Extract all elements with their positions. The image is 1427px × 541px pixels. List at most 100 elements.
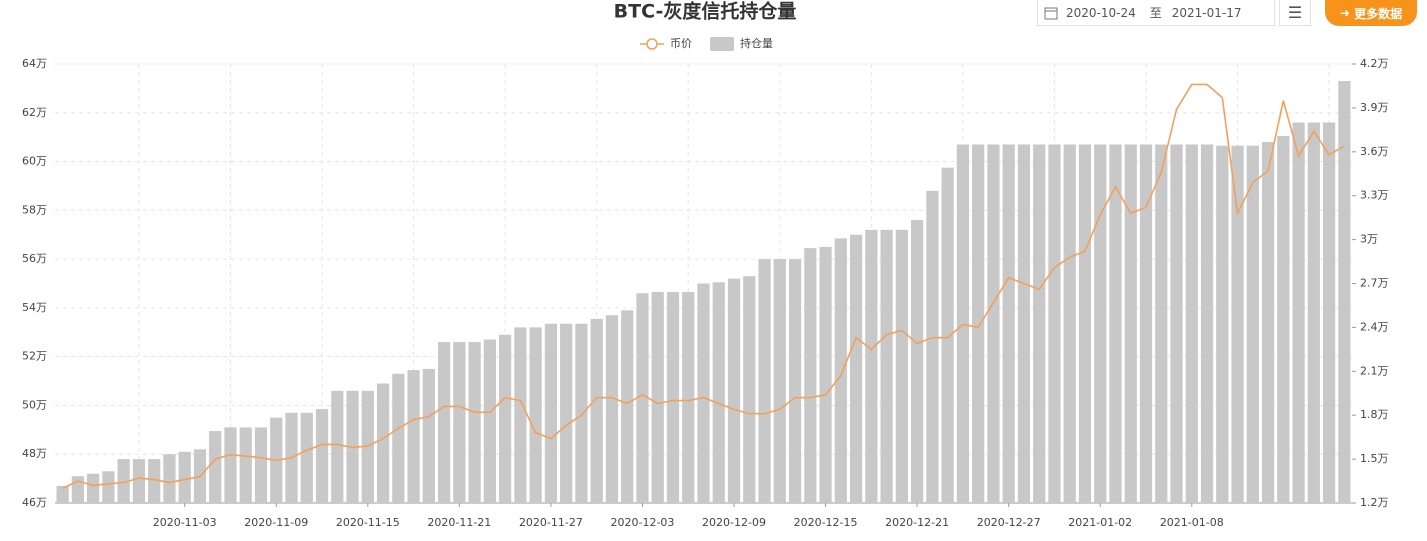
bar <box>758 259 771 503</box>
bar <box>361 390 374 503</box>
bar <box>880 229 893 503</box>
bar <box>422 368 435 503</box>
bar <box>1261 142 1275 504</box>
bar <box>71 476 84 503</box>
legend-label: 持仓量 <box>740 36 773 50</box>
bar <box>1200 144 1214 503</box>
y-tick-label: 62万 <box>22 106 47 119</box>
bar <box>300 412 313 503</box>
bar <box>636 293 649 503</box>
bar <box>1002 144 1015 503</box>
y2-tick-label: 3.3万 <box>1360 189 1389 202</box>
more-data-label[interactable]: 更多数据 <box>1354 6 1403 21</box>
bar <box>178 451 191 503</box>
bar <box>331 390 344 503</box>
bar <box>712 282 725 503</box>
end-date[interactable]: 2021-01-17 <box>1171 5 1242 20</box>
bar <box>148 459 161 503</box>
bar <box>1139 144 1153 503</box>
bar <box>666 292 680 503</box>
x-tick-label: 2020-12-21 <box>885 516 949 529</box>
y2-tick-label: 1.5万 <box>1360 452 1389 465</box>
bar <box>117 459 130 503</box>
bar <box>376 383 390 503</box>
bar <box>224 427 237 503</box>
bar <box>743 276 756 503</box>
y2-tick-label: 2.4万 <box>1360 320 1389 333</box>
bar <box>590 318 603 503</box>
y2-tick-label: 3万 <box>1360 233 1378 246</box>
bar <box>163 454 176 503</box>
more-data-button[interactable]: ➜ 更多数据 <box>1325 0 1417 26</box>
bar <box>682 292 695 503</box>
y-tick-label: 56万 <box>22 252 47 265</box>
bar <box>1155 144 1168 503</box>
y-tick-label: 50万 <box>22 398 47 411</box>
bar <box>651 292 664 503</box>
bar <box>788 259 802 503</box>
bar <box>849 234 863 503</box>
price-line <box>62 83 1345 490</box>
calendar-icon <box>1044 7 1058 19</box>
bar <box>1338 81 1351 504</box>
bar <box>1063 144 1076 503</box>
bar <box>315 409 329 503</box>
bar <box>605 315 619 503</box>
date-range[interactable]: 2020-10-24 至 2021-01-17 <box>1037 0 1275 26</box>
bar <box>453 342 466 503</box>
bar <box>87 473 100 503</box>
y-tick-label: 46万 <box>22 496 47 509</box>
bar <box>132 459 146 503</box>
bar <box>727 278 741 503</box>
menu-button[interactable]: ☰ <box>1279 0 1311 26</box>
bar <box>407 370 420 503</box>
bar <box>1216 145 1229 504</box>
x-tick-label: 2021-01-08 <box>1160 516 1224 529</box>
bar <box>1307 122 1320 504</box>
y-tick-label: 64万 <box>22 57 47 70</box>
y2-tick-label: 3.6万 <box>1360 145 1389 158</box>
bar <box>1048 144 1061 503</box>
x-tick-label: 2020-11-03 <box>153 516 217 529</box>
bar <box>1017 144 1031 503</box>
x-tick-label: 2020-11-27 <box>519 516 583 529</box>
bar <box>1323 122 1336 504</box>
x-tick-label: 2020-11-15 <box>336 516 400 529</box>
bar <box>895 229 908 503</box>
bar <box>575 323 588 503</box>
bar <box>865 229 878 503</box>
y-tick-label: 60万 <box>22 155 47 168</box>
bar <box>1185 144 1198 503</box>
x-tick-label: 2020-11-21 <box>427 516 491 529</box>
y-tick-label: 48万 <box>22 447 47 460</box>
bar <box>437 342 451 503</box>
y-tick-label: 58万 <box>22 203 47 216</box>
x-tick-label: 2021-01-02 <box>1068 516 1132 529</box>
bar <box>102 471 115 503</box>
bar <box>926 190 939 504</box>
bar <box>560 323 573 503</box>
bar <box>819 246 832 503</box>
y-tick-label: 52万 <box>22 350 47 363</box>
bar <box>1109 144 1122 503</box>
bar <box>468 342 481 503</box>
bar <box>621 310 634 503</box>
bar <box>529 327 542 503</box>
legend-swatch-marker <box>646 38 658 50</box>
bar <box>499 334 512 503</box>
legend-swatch <box>710 37 734 51</box>
y2-tick-label: 2.1万 <box>1360 364 1389 377</box>
legend-label: 币价 <box>670 37 692 50</box>
bar <box>1246 145 1259 504</box>
bar <box>911 220 924 504</box>
bar <box>56 485 69 503</box>
bar <box>1124 144 1137 503</box>
start-date[interactable]: 2020-10-24 <box>1066 5 1136 20</box>
bar <box>209 431 222 503</box>
bar <box>1033 144 1046 503</box>
bar <box>239 427 252 503</box>
y2-tick-label: 1.2万 <box>1360 496 1389 509</box>
bar <box>697 283 710 503</box>
